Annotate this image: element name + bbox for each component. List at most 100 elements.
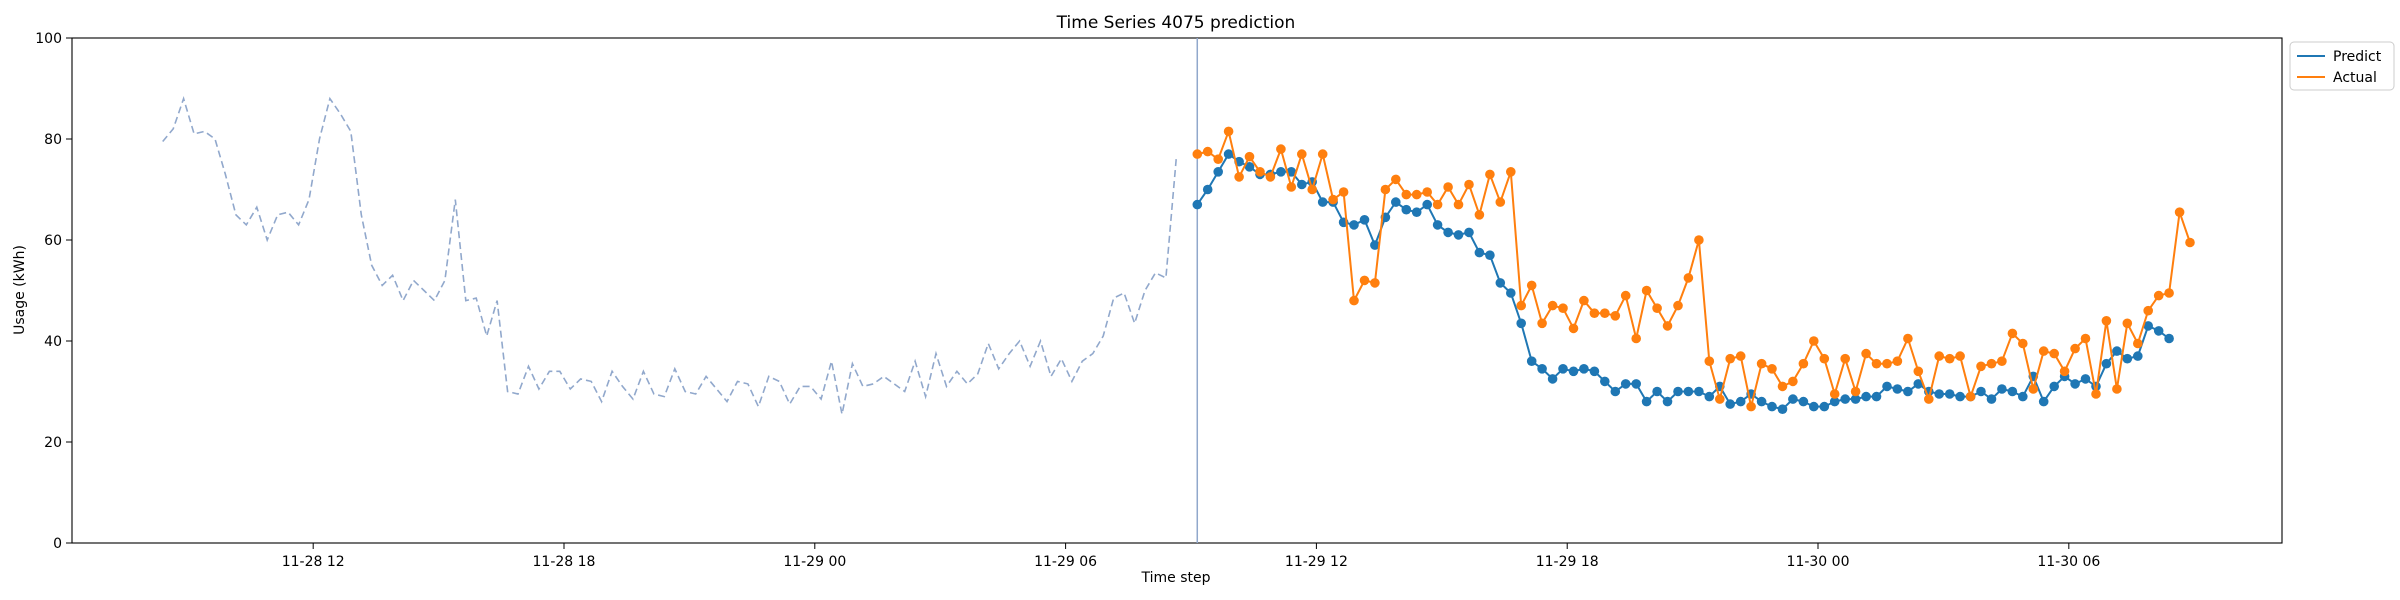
series-actual-point (1829, 389, 1840, 399)
series-predict-point (1547, 374, 1558, 384)
series-actual-point (1411, 189, 1422, 200)
series-actual-point (1704, 356, 1715, 367)
series-actual-point (1192, 149, 1203, 159)
series-predict-point (1903, 386, 1913, 397)
x-axis: 11-28 12 11-28 18 11-29 00 11-29 06 11-29 12… (282, 543, 2100, 570)
series-actual-point (2070, 343, 2080, 354)
x-tick-label: 11-29 12 (1285, 554, 1348, 570)
series-predict-point (1704, 391, 1715, 402)
series-actual-point (2112, 384, 2122, 394)
series-actual-point (2018, 338, 2028, 349)
series-predict-point (1516, 318, 1526, 329)
x-tick-label: 11-30 00 (1787, 554, 1850, 570)
series-actual-point (1756, 358, 1767, 369)
series-predict-point (2153, 326, 2164, 336)
series-predict-point (1411, 207, 1422, 217)
y-axis: 0 20 40 60 80 100 (35, 31, 72, 552)
series-actual-point (1934, 351, 1944, 361)
series-actual-point (1328, 194, 1338, 205)
series-actual-point (1944, 353, 1955, 364)
series-actual-point (2143, 305, 2153, 316)
series-actual-point (2153, 290, 2164, 301)
series-predict-point (1401, 204, 1412, 215)
series-actual-point (1485, 169, 1495, 180)
x-tick-label: 11-30 06 (2037, 554, 2100, 570)
series-predict-point (1976, 386, 1986, 397)
series-actual-point (1652, 303, 1662, 314)
series-predict-point (2122, 353, 2133, 364)
series-actual-point (1547, 300, 1558, 311)
series-actual-point (1349, 295, 1359, 306)
series-actual-point (1338, 187, 1349, 197)
series-actual-point (2101, 316, 2112, 326)
series-predict-point (2049, 381, 2059, 392)
series-actual-point (1443, 182, 1453, 192)
series-actual-point (1244, 151, 1255, 162)
series-predict-point (1913, 379, 1924, 389)
series-actual-point (1453, 199, 1464, 210)
series-actual-point (1861, 348, 1871, 359)
series-actual-point (1819, 353, 1830, 364)
series-predict-point (1202, 184, 1213, 195)
series-predict-point (1662, 396, 1673, 407)
series-actual-point (1464, 179, 1474, 190)
series-actual-point (1986, 358, 1997, 369)
series-predict-point (1276, 167, 1286, 177)
series-predict-point (1443, 227, 1453, 238)
series-actual-point (2185, 237, 2195, 248)
series-predict-point (1589, 366, 1600, 377)
x-tick-label: 11-28 18 (533, 554, 596, 570)
series-predict-point (2070, 379, 2080, 389)
series-layer (162, 95, 2195, 415)
series-actual-point (1809, 336, 1819, 346)
series-predict-point (1526, 356, 1537, 367)
series-actual-point (1223, 126, 1234, 137)
chart-title: Time Series 4075 prediction (1056, 13, 1296, 33)
series-predict-point (2143, 321, 2153, 331)
series-actual-point (1286, 182, 1297, 192)
series-actual-point (1871, 358, 1882, 369)
series-predict-point (1631, 379, 1641, 389)
series-predict-point (1777, 404, 1788, 415)
series-actual-point (1297, 149, 1307, 159)
series-predict-point (1432, 220, 1443, 230)
series-actual-point (2122, 318, 2133, 329)
series-actual-point (1276, 144, 1286, 154)
series-actual-point (1767, 364, 1777, 374)
series-actual-point (1850, 386, 1861, 397)
series-actual-point (1997, 356, 2007, 367)
series-actual-point (1673, 300, 1683, 311)
y-tick-label: 0 (53, 536, 62, 552)
series-predict-point (2007, 386, 2018, 397)
series-history-line (162, 95, 1178, 415)
series-actual-point (1202, 146, 1213, 157)
series-predict-point (1506, 288, 1516, 298)
y-axis-label: Usage (kWh) (12, 245, 28, 335)
series-predict-point (1641, 396, 1652, 407)
series-actual-point (1579, 295, 1589, 306)
series-predict-point (1840, 394, 1850, 404)
series-actual-point (1380, 184, 1391, 195)
series-predict-point (1286, 167, 1297, 177)
series-actual-point (1683, 273, 1694, 283)
series-predict-point (1223, 149, 1234, 159)
series-predict-point (1391, 197, 1401, 207)
series-predict-point (2080, 374, 2091, 384)
series-predict-point (1829, 396, 1840, 407)
series-actual-point (1589, 308, 1600, 319)
series-actual-point (1924, 394, 1934, 404)
series-actual-point (1234, 172, 1244, 182)
series-predict-point (1798, 396, 1809, 407)
series-predict-point (1861, 391, 1871, 402)
series-actual-point (1631, 333, 1641, 344)
series-actual-point (1495, 197, 1506, 207)
series-predict-point (1620, 379, 1631, 389)
series-predict-point (1192, 199, 1203, 210)
series-actual-point (1903, 333, 1913, 344)
series-predict-point (1986, 394, 1997, 404)
series-predict-point (1997, 384, 2007, 394)
series-predict-point (1464, 227, 1474, 238)
series-actual-point (1620, 290, 1631, 301)
